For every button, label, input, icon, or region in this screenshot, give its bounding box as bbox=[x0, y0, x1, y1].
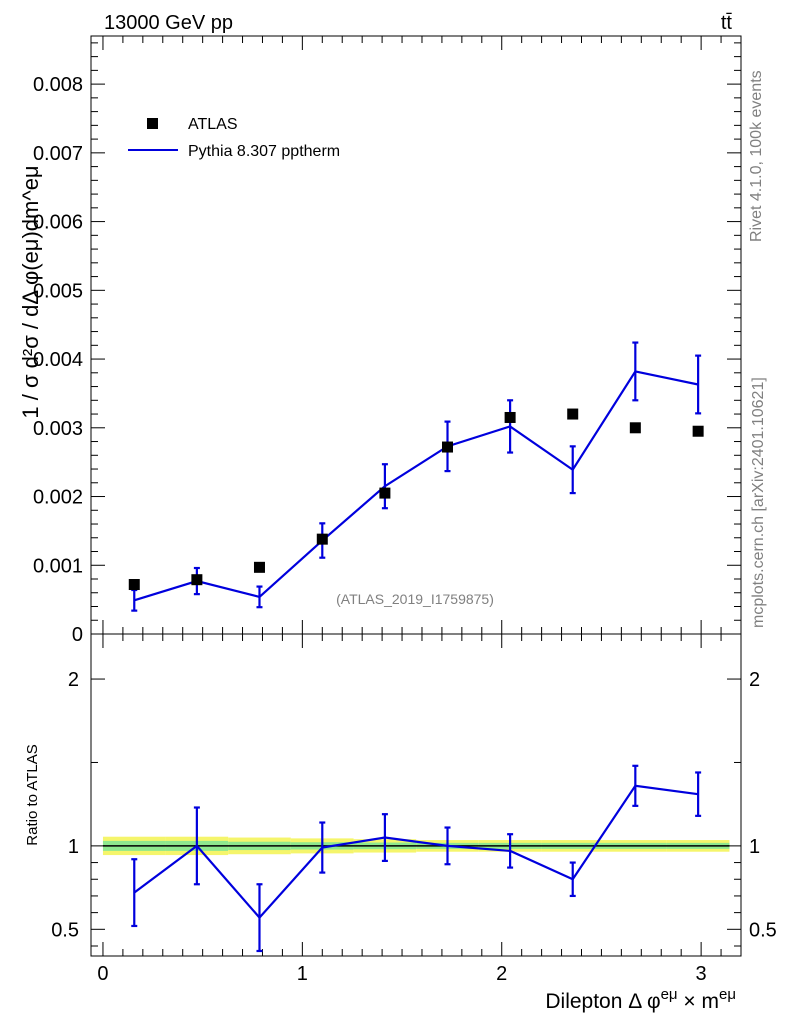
ratio-ytick-label-right: 1 bbox=[749, 836, 760, 858]
ratio-mc-point bbox=[131, 858, 138, 928]
legend-atlas-marker bbox=[147, 118, 158, 129]
ratio-mc-point bbox=[632, 764, 639, 807]
ratio-mc-point bbox=[569, 861, 576, 898]
header-right: tt̄ bbox=[721, 12, 733, 34]
legend-atlas-label: ATLAS bbox=[188, 116, 238, 133]
ratio-ytick-label-left: 1 bbox=[68, 836, 79, 858]
mc-line bbox=[133, 370, 699, 602]
ratio-mc-line bbox=[133, 784, 699, 920]
ratio-ytick-labels: 0.5 0.5 1 1 2 2 bbox=[51, 669, 777, 941]
legend-mc-label: Pythia 8.307 pptherm bbox=[188, 143, 340, 160]
atlas-data-point bbox=[442, 441, 454, 453]
mc-point bbox=[256, 585, 263, 609]
main-ytick-label: 0.002 bbox=[33, 487, 83, 509]
ratio-mc-point bbox=[319, 821, 326, 874]
ratio-ylabel: Ratio to ATLAS bbox=[24, 744, 41, 845]
main-ytick-label: 0.007 bbox=[33, 143, 83, 165]
main-ytick-label: 0.005 bbox=[33, 280, 83, 302]
main-ticks bbox=[91, 36, 741, 635]
atlas-data-point bbox=[379, 487, 391, 499]
atlas-data-point bbox=[692, 425, 704, 437]
main-ytick-labels: 0 0.001 0.002 0.003 0.004 0.005 0.006 0.007 0.00… bbox=[33, 74, 83, 646]
main-ytick-label: 0 bbox=[72, 624, 83, 646]
main-ytick-label: 0.004 bbox=[33, 349, 83, 371]
main-ylabel: 1 / σ d²σ / dΔ φ(eμ)dm^eμ bbox=[18, 165, 43, 418]
ratio-ytick-label-left: 0.5 bbox=[51, 919, 79, 941]
mc-point bbox=[632, 341, 639, 402]
main-data-series bbox=[128, 408, 704, 591]
mc-point bbox=[507, 399, 514, 454]
ratio-ticks bbox=[91, 634, 741, 956]
mc-point bbox=[569, 445, 576, 495]
mc-point bbox=[381, 463, 388, 510]
ratio-xtick-label: 0 bbox=[97, 963, 108, 985]
main-ytick-label: 0.006 bbox=[33, 212, 83, 234]
atlas-data-point bbox=[191, 574, 203, 586]
ratio-xtick-labels: 0 1 2 3 bbox=[97, 963, 706, 985]
atlas-data-point bbox=[316, 533, 328, 545]
ratio-mc-point bbox=[444, 826, 451, 866]
mc-point bbox=[695, 354, 702, 415]
ratio-xtick-label: 1 bbox=[297, 963, 308, 985]
ratio-xtick-label: 2 bbox=[496, 963, 507, 985]
main-ytick-label: 0.001 bbox=[33, 555, 83, 577]
ratio-mc-point bbox=[381, 813, 388, 863]
legend: ATLAS Pythia 8.307 pptherm bbox=[128, 116, 340, 160]
atlas-data-point bbox=[128, 579, 140, 591]
x-axis-label: Dilepton Δ φeμ × meμ bbox=[545, 986, 736, 1013]
ratio-panel: 0.5 0.5 1 1 2 2 0 1 2 3 Ratio to ATLAS bbox=[24, 633, 777, 985]
analysis-id-annotation: (ATLAS_2019_I1759875) bbox=[336, 591, 494, 607]
ratio-mc-point bbox=[507, 833, 514, 869]
atlas-data-point bbox=[567, 408, 579, 420]
main-ytick-label: 0.003 bbox=[33, 418, 83, 440]
ratio-mc-point bbox=[695, 771, 702, 817]
atlas-data-point bbox=[253, 561, 265, 573]
atlas-data-point bbox=[629, 422, 641, 434]
ratio-ytick-label-left: 2 bbox=[68, 669, 79, 691]
main-panel: 0 0.001 0.002 0.003 0.004 0.005 0.006 0.007 0.00… bbox=[18, 35, 742, 646]
mcplots-label: mcplots.cern.ch [arXiv:2401.10621] bbox=[750, 377, 767, 628]
atlas-data-point bbox=[504, 411, 516, 423]
ratio-xtick-label: 3 bbox=[696, 963, 707, 985]
header-left: 13000 GeV pp bbox=[104, 12, 233, 34]
main-ytick-label: 0.008 bbox=[33, 74, 83, 96]
ratio-mc-point bbox=[193, 806, 200, 886]
ratio-frame bbox=[90, 633, 742, 957]
main-mc-series bbox=[131, 341, 702, 612]
ratio-mc-series bbox=[131, 764, 702, 953]
ratio-mc-point bbox=[256, 883, 263, 953]
ratio-ytick-label-right: 2 bbox=[749, 669, 760, 691]
ratio-ytick-label-right: 0.5 bbox=[749, 919, 777, 941]
rivet-version-label: Rivet 4.1.0, 100k events bbox=[748, 70, 765, 242]
